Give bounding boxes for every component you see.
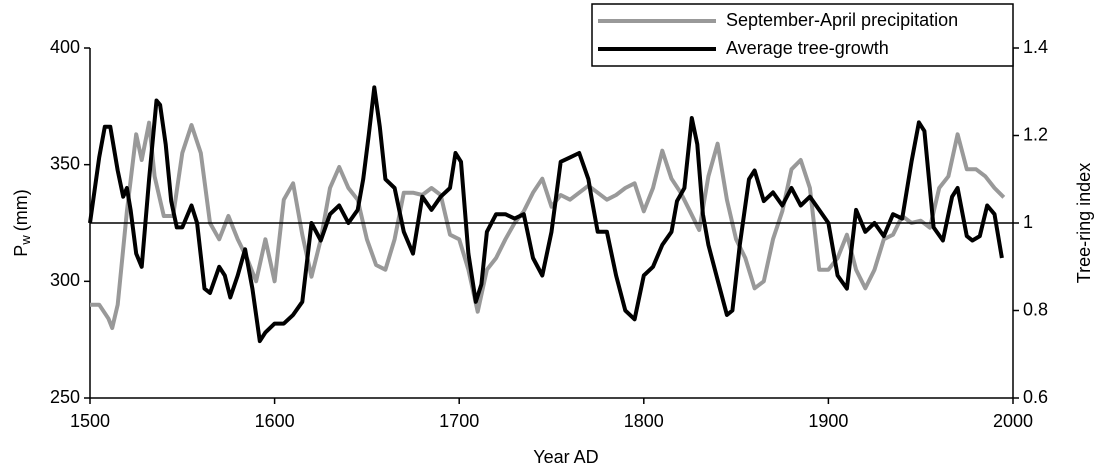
x-axis-label: Year AD xyxy=(533,447,598,467)
x-tick-label: 1900 xyxy=(808,411,848,431)
y-tick-label: 350 xyxy=(50,153,80,173)
legend-box xyxy=(591,3,1014,67)
x-tick-label: 1800 xyxy=(624,411,664,431)
x-tick-label: 1600 xyxy=(255,411,295,431)
x-tick-label: 1700 xyxy=(439,411,479,431)
y-label-sub: w xyxy=(18,235,33,246)
data-line xyxy=(90,120,1006,330)
y-label-unit: (mm) xyxy=(11,189,31,231)
y-tick-label: 250 xyxy=(50,387,80,407)
y2-tick-label: 1 xyxy=(1023,212,1033,232)
x-tick-label: 2000 xyxy=(993,411,1033,431)
data-line xyxy=(88,85,1004,344)
y2-tick-label: 1.4 xyxy=(1023,37,1048,57)
y2-tick-label: 0.8 xyxy=(1023,299,1048,319)
y2-tick-label: 0.6 xyxy=(1023,387,1048,407)
y-label-main: P xyxy=(11,245,31,257)
y-tick-label: 300 xyxy=(50,270,80,290)
y-axis-label: Pw (mm) xyxy=(11,189,34,256)
y2-axis-label: Tree-ring index xyxy=(1074,163,1094,283)
y2-tick-label: 1.2 xyxy=(1023,124,1048,144)
legend-label: Average tree-growth xyxy=(726,38,889,58)
legend-label: September-April precipitation xyxy=(726,10,958,30)
y-tick-label: 400 xyxy=(50,37,80,57)
x-tick-label: 1500 xyxy=(70,411,110,431)
